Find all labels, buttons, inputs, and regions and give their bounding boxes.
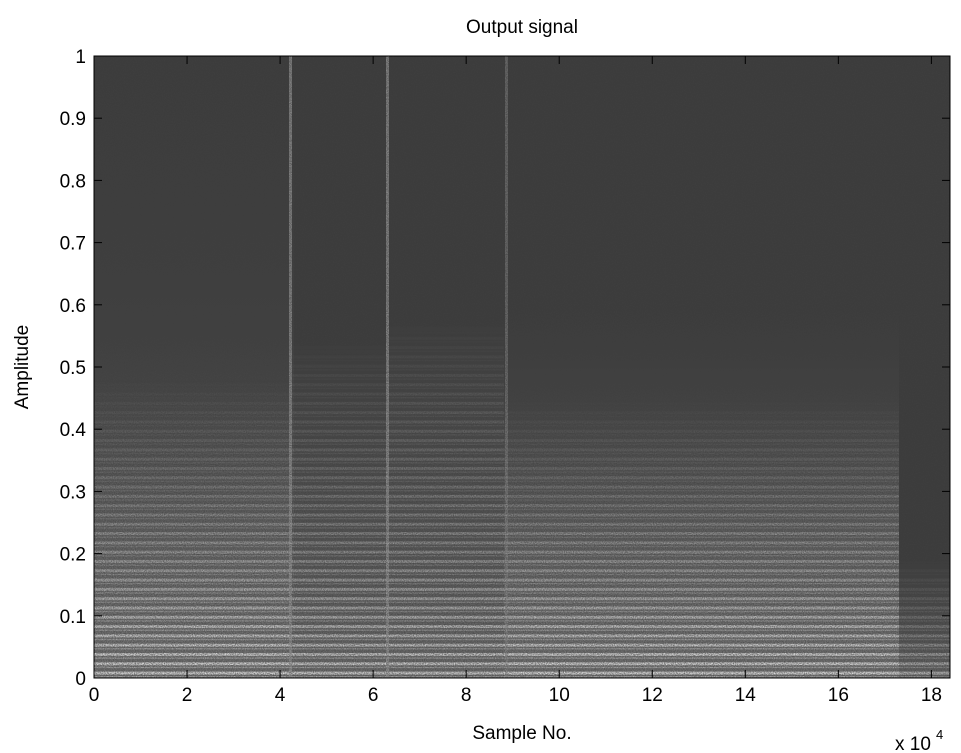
x-tick-label: 4	[275, 685, 286, 706]
x-tick-label: 12	[642, 685, 663, 706]
y-tick-label: 0.7	[60, 234, 86, 255]
x-tick-label: 10	[549, 685, 570, 706]
spectrogram-image	[94, 56, 950, 678]
y-tick-label: 0.9	[60, 109, 86, 130]
x-tick-label: 2	[182, 685, 193, 706]
x-tick-label: 0	[89, 685, 100, 706]
y-tick-label: 0.8	[60, 171, 86, 192]
y-tick-label: 0.5	[60, 358, 86, 379]
x-tick-label: 16	[828, 685, 849, 706]
y-tick-label: 0.4	[60, 420, 87, 441]
y-tick-label: 0.3	[60, 482, 86, 503]
y-axis-label: Amplitude	[12, 325, 33, 410]
x-multiplier: x 10	[895, 734, 931, 753]
y-tick-label: 0	[75, 669, 86, 690]
x-multiplier-exponent: 4	[936, 727, 943, 742]
x-tick-label: 8	[461, 685, 472, 706]
x-tick-label: 18	[921, 685, 942, 706]
y-tick-label: 0.1	[60, 607, 86, 628]
y-tick-label: 0.6	[60, 296, 86, 317]
y-tick-label: 0.2	[60, 545, 86, 566]
x-tick-label: 6	[368, 685, 379, 706]
y-tick-label: 1	[75, 47, 86, 68]
x-axis-label: Sample No.	[472, 723, 571, 744]
x-tick-label: 14	[735, 685, 757, 706]
chart-title: Output signal	[466, 17, 578, 38]
